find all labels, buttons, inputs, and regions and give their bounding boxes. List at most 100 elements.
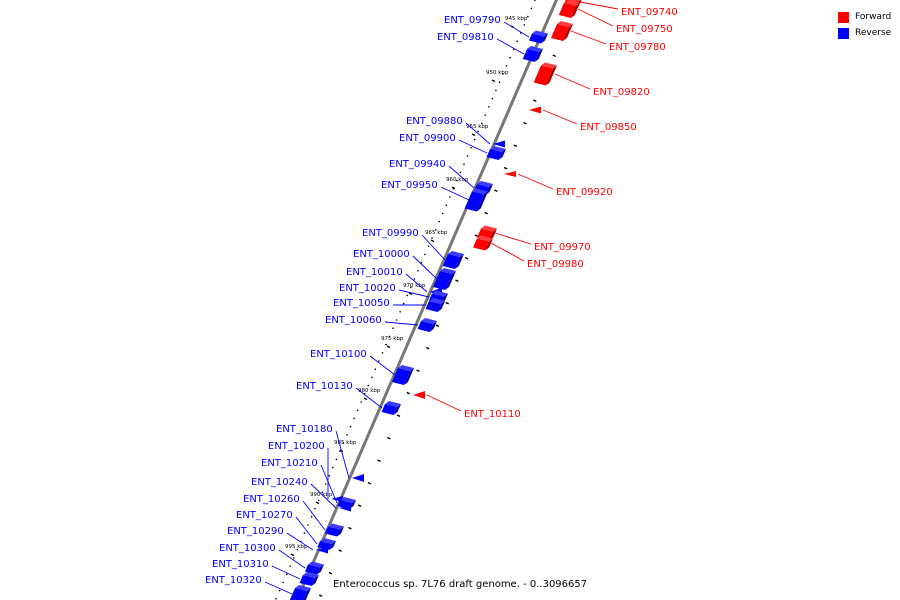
gene-label[interactable]: ENT_10200 bbox=[268, 441, 325, 452]
gene-ent-10260[interactable]: ENT_10260 bbox=[243, 494, 344, 537]
gene-label[interactable]: ENT_10310 bbox=[212, 559, 269, 570]
gene-ent-09740[interactable]: ENT_09740 bbox=[563, 0, 678, 18]
gene-ent-10050[interactable]: ENT_10050 bbox=[333, 298, 445, 312]
gene-label[interactable]: ENT_09740 bbox=[621, 7, 678, 18]
gene-ent-10130[interactable]: ENT_10130 bbox=[296, 381, 401, 415]
gene-feature[interactable] bbox=[473, 238, 489, 251]
gene-feature[interactable] bbox=[417, 321, 433, 332]
gene-feature[interactable] bbox=[493, 140, 505, 148]
gene-label[interactable]: ENT_09950 bbox=[381, 180, 438, 191]
gene-label[interactable]: ENT_09820 bbox=[593, 87, 650, 98]
gene-ent-10270[interactable]: ENT_10270 bbox=[236, 510, 336, 550]
gene-label[interactable]: ENT_10050 bbox=[333, 298, 390, 309]
gene-feature[interactable] bbox=[339, 504, 351, 512]
gene-ent-10060[interactable]: ENT_10060 bbox=[325, 315, 437, 332]
gene-ent-09790[interactable]: ENT_09790 bbox=[444, 15, 548, 44]
gene-ent-09900[interactable]: ENT_09900 bbox=[399, 133, 506, 160]
gene-label[interactable]: ENT_09750 bbox=[616, 24, 673, 35]
gene-label[interactable]: ENT_10100 bbox=[310, 349, 367, 360]
gene-label[interactable]: ENT_10240 bbox=[251, 477, 308, 488]
gene-feature[interactable] bbox=[316, 546, 328, 554]
gene-ent-10110[interactable]: ENT_10110 bbox=[413, 391, 521, 420]
gene-feature[interactable] bbox=[299, 575, 315, 586]
gene-feature[interactable] bbox=[381, 404, 397, 415]
gene-feature[interactable] bbox=[442, 254, 460, 269]
gene-feature[interactable] bbox=[486, 149, 502, 160]
gene-feature[interactable] bbox=[550, 24, 569, 41]
gene-ent-10100[interactable]: ENT_10100 bbox=[310, 349, 414, 385]
gene-ent-10290[interactable]: ENT_10290 bbox=[227, 526, 328, 554]
gene-feature[interactable] bbox=[352, 474, 364, 482]
gene-feature[interactable] bbox=[533, 65, 553, 86]
gene-ent-09880[interactable]: ENT_09880 bbox=[406, 116, 505, 148]
gene-ent-10180[interactable]: ENT_10180 bbox=[276, 424, 364, 482]
minor-tick bbox=[317, 499, 320, 502]
gene-feature[interactable] bbox=[504, 171, 516, 177]
gene-label[interactable]: ENT_09970 bbox=[534, 242, 591, 253]
gene-label[interactable]: ENT_10320 bbox=[205, 575, 262, 586]
gene-ent-09780[interactable]: ENT_09780 bbox=[550, 21, 666, 53]
gene-label[interactable]: ENT_09980 bbox=[527, 259, 584, 270]
gene-label[interactable]: ENT_10130 bbox=[296, 381, 353, 392]
minor-tick bbox=[321, 491, 323, 494]
minor-tick bbox=[324, 483, 327, 485]
gene-ent-09920[interactable]: ENT_09920 bbox=[504, 171, 613, 198]
gene-feature[interactable] bbox=[522, 49, 539, 62]
gene-feature[interactable] bbox=[304, 564, 320, 575]
gene-label[interactable]: ENT_10060 bbox=[325, 315, 382, 326]
gene-feature-top bbox=[477, 235, 493, 242]
gene-label[interactable]: ENT_09880 bbox=[406, 116, 463, 127]
minor-tick bbox=[399, 311, 401, 313]
gene-label[interactable]: ENT_10020 bbox=[339, 283, 396, 294]
gene-label[interactable]: ENT_09920 bbox=[556, 187, 613, 198]
gene-ent-10020[interactable]: ENT_10020 bbox=[339, 283, 448, 304]
gene-feature[interactable] bbox=[558, 3, 576, 18]
minor-tick bbox=[480, 122, 483, 124]
gene-ent-09850[interactable]: ENT_09850 bbox=[529, 106, 637, 134]
gene-label[interactable]: ENT_10210 bbox=[261, 458, 318, 469]
gene-ent-10300[interactable]: ENT_10300 bbox=[219, 543, 324, 575]
gene-ent-10320[interactable]: ENT_10320 bbox=[205, 575, 311, 600]
scale-label: 950 kbp bbox=[486, 70, 509, 76]
major-tick bbox=[513, 144, 518, 147]
gene-feature[interactable] bbox=[317, 541, 332, 550]
gene-ent-10310[interactable]: ENT_10310 bbox=[212, 559, 319, 586]
gene-feature[interactable] bbox=[391, 368, 410, 385]
gene-label[interactable]: ENT_10290 bbox=[227, 526, 284, 537]
gene-label[interactable]: ENT_10270 bbox=[236, 510, 293, 521]
gene-feature[interactable] bbox=[528, 33, 544, 44]
gene-feature[interactable] bbox=[413, 391, 425, 399]
gene-feature[interactable] bbox=[433, 271, 452, 290]
gene-ent-09750[interactable]: ENT_09750 bbox=[558, 0, 673, 35]
gene-label[interactable]: ENT_10110 bbox=[464, 409, 521, 420]
gene-label[interactable]: ENT_09780 bbox=[609, 42, 666, 53]
gene-ent-09950[interactable]: ENT_09950 bbox=[381, 180, 488, 212]
gene-ent-10240[interactable]: ENT_10240 bbox=[251, 477, 351, 512]
gene-ent-09980[interactable]: ENT_09980 bbox=[473, 235, 584, 271]
gene-label[interactable]: ENT_10000 bbox=[353, 249, 410, 260]
gene-ent-09970[interactable]: ENT_09970 bbox=[477, 225, 591, 254]
gene-label[interactable]: ENT_10010 bbox=[346, 267, 403, 278]
gene-ent-09820[interactable]: ENT_09820 bbox=[533, 62, 650, 99]
gene-label[interactable]: ENT_09900 bbox=[399, 133, 456, 144]
gene-ent-09990[interactable]: ENT_09990 bbox=[362, 228, 464, 269]
gene-label[interactable]: ENT_09940 bbox=[389, 159, 446, 170]
gene-leader-line bbox=[271, 565, 301, 580]
major-tick bbox=[367, 481, 372, 485]
gene-feature[interactable] bbox=[289, 588, 307, 600]
gene-label[interactable]: ENT_09810 bbox=[437, 32, 494, 43]
major-tick bbox=[445, 301, 449, 305]
gene-label[interactable]: ENT_09790 bbox=[444, 15, 501, 26]
gene-label[interactable]: ENT_10260 bbox=[243, 494, 300, 505]
gene-feature[interactable] bbox=[464, 191, 484, 212]
gene-feature[interactable] bbox=[425, 301, 441, 312]
gene-label[interactable]: ENT_09850 bbox=[580, 122, 637, 133]
gene-feature[interactable] bbox=[529, 106, 541, 114]
gene-label[interactable]: ENT_10180 bbox=[276, 424, 333, 435]
gene-feature-side bbox=[476, 191, 488, 212]
gene-label[interactable]: ENT_10300 bbox=[219, 543, 276, 554]
gene-ent-10000[interactable]: ENT_10000 bbox=[353, 249, 456, 290]
gene-feature[interactable] bbox=[324, 526, 340, 537]
gene-ent-09810[interactable]: ENT_09810 bbox=[437, 32, 543, 62]
gene-label[interactable]: ENT_09990 bbox=[362, 228, 419, 239]
